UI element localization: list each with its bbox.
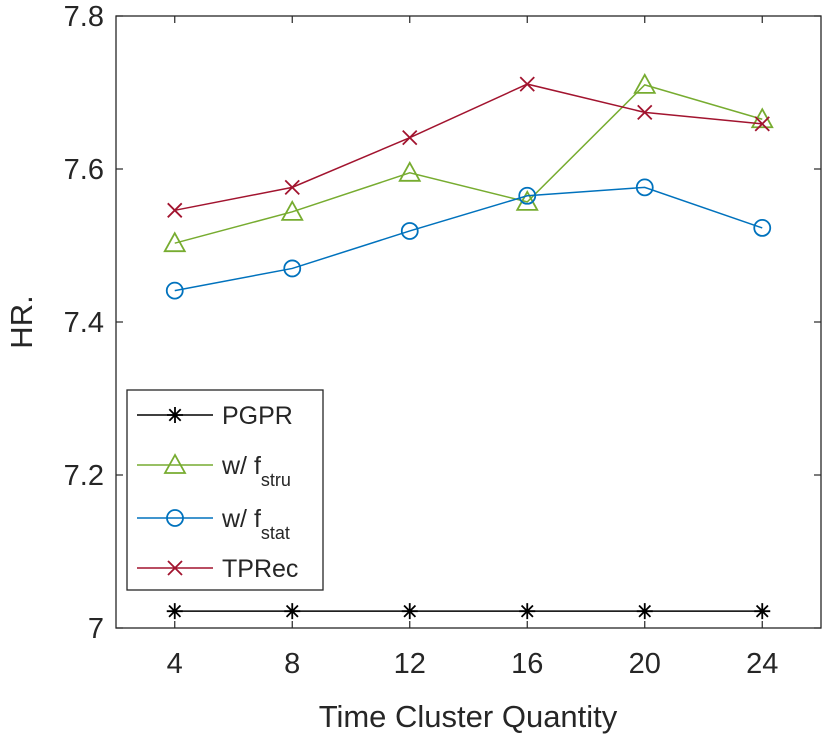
x-tick-label: 24 <box>746 648 778 680</box>
data-point <box>166 603 183 620</box>
series-line <box>174 186 763 292</box>
legend-label: TPRec <box>222 555 298 583</box>
y-tick-label: 7 <box>88 613 104 645</box>
series-3 <box>167 76 770 218</box>
x-tick-label: 12 <box>394 648 426 680</box>
data-point <box>754 603 771 620</box>
series-layer <box>163 72 774 620</box>
x-tick-label: 8 <box>284 648 300 680</box>
data-point <box>519 76 535 92</box>
legend-subscript: stat <box>261 523 290 543</box>
data-point <box>519 603 536 620</box>
data-point <box>284 179 300 195</box>
data-point <box>400 222 419 240</box>
series-line <box>174 84 763 244</box>
legend-label: PGPR <box>222 402 293 430</box>
legend-marker <box>167 407 183 423</box>
legend-subscript: stru <box>261 470 291 490</box>
y-axis-label: HR. <box>4 295 39 348</box>
x-axis-label: Time Cluster Quantity <box>319 699 618 734</box>
data-point <box>635 178 654 197</box>
data-point <box>754 116 770 132</box>
series-2 <box>165 178 772 300</box>
data-point <box>753 219 772 237</box>
x-tick-label: 4 <box>167 648 183 680</box>
data-point <box>165 281 184 300</box>
x-tick-label: 20 <box>629 648 661 680</box>
legend-entry: PGPR <box>137 402 293 430</box>
data-point <box>280 199 304 221</box>
data-point <box>398 160 422 182</box>
legend-box <box>126 389 324 591</box>
data-point <box>402 129 418 146</box>
axis-layer: 4 8 12 16 20 24 7 7.2 7.4 7.6 7.8 <box>64 1 821 680</box>
x-tick-label: 16 <box>511 648 543 680</box>
data-point <box>518 186 537 205</box>
series-0 <box>166 603 771 620</box>
data-point <box>167 202 183 218</box>
data-point <box>637 104 653 121</box>
y-tick-label: 7.2 <box>64 460 104 492</box>
legend-entry: TPRec <box>137 555 298 583</box>
data-point <box>284 603 301 620</box>
data-point <box>633 72 657 94</box>
y-tick-label: 7.6 <box>64 154 104 186</box>
data-point <box>636 603 653 620</box>
series-line <box>174 83 763 212</box>
data-point <box>401 603 418 620</box>
data-point <box>163 231 187 253</box>
legend-marker <box>167 560 183 576</box>
y-tick-label: 7.4 <box>64 307 104 339</box>
legend-marker <box>166 509 184 527</box>
data-point <box>283 259 302 278</box>
legend-marker <box>163 453 187 474</box>
y-tick-label: 7.8 <box>64 1 104 33</box>
